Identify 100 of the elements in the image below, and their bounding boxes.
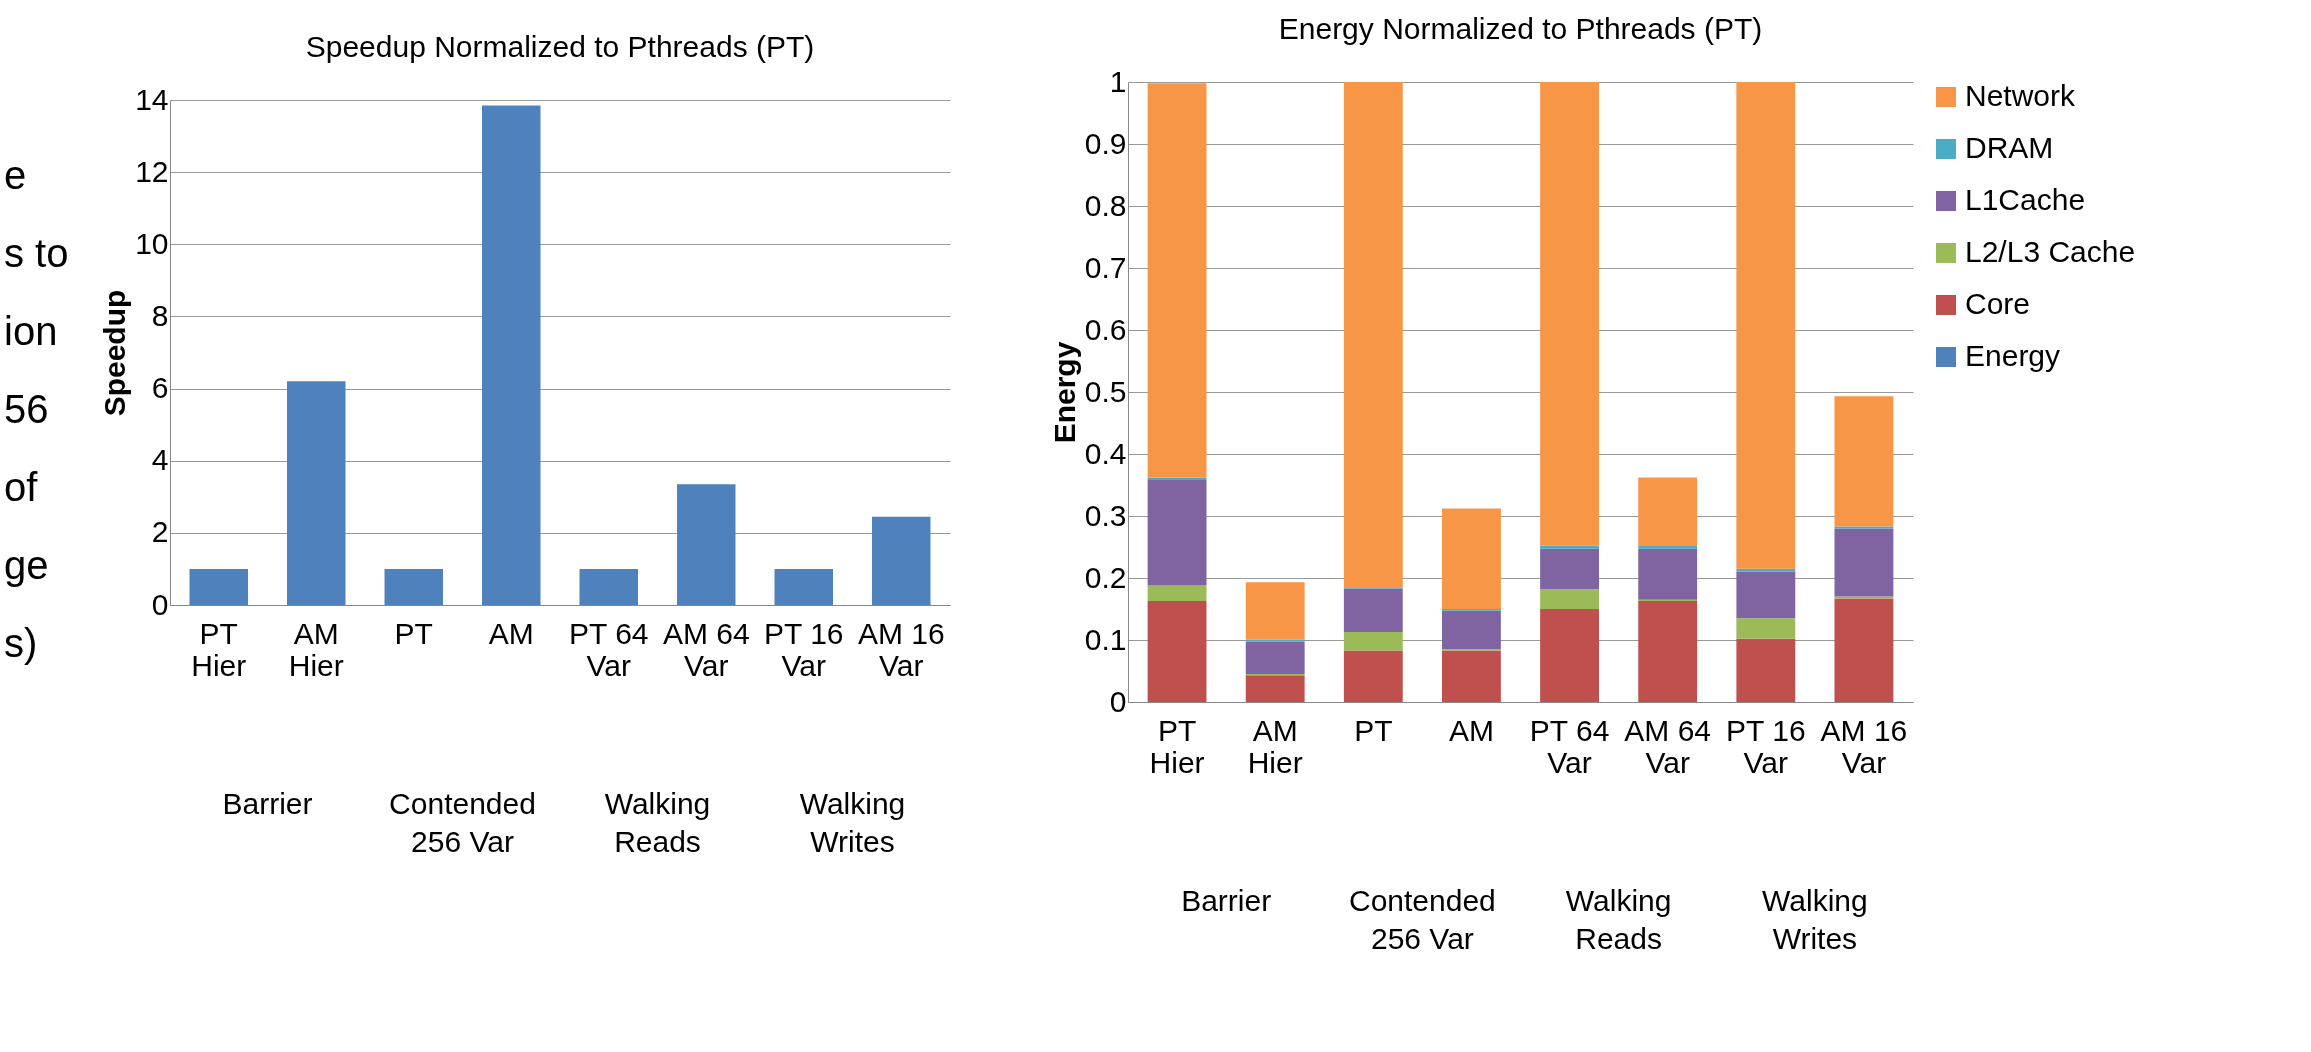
bar: [1834, 396, 1894, 527]
x-tick-label: PT Hier: [191, 616, 247, 682]
bar: [1540, 82, 1599, 546]
bar: [1736, 82, 1796, 569]
bar: [1638, 600, 1698, 702]
y-tick-label: 0.6: [1084, 312, 1127, 346]
text: of: [4, 464, 39, 511]
bar: [1245, 582, 1305, 640]
chart-title: Energy Normalized to Pthreads (PT): [1278, 12, 1763, 45]
bar: [1147, 585, 1207, 601]
text: ion: [4, 308, 59, 355]
bar: [1736, 638, 1796, 702]
x-tick-label: AM 16 Var: [857, 616, 945, 682]
text: s to: [4, 230, 69, 277]
bar: [1638, 477, 1698, 546]
text: Walking Reads: [604, 787, 711, 858]
bar: [1540, 548, 1599, 590]
text: 56: [4, 386, 50, 433]
legend-label: L2/L3 Cache: [1965, 235, 2136, 268]
x-tick-label: PT 16 Var: [1726, 713, 1806, 779]
bar: [1736, 571, 1796, 619]
bar: [189, 568, 248, 605]
y-tick-label: 2: [151, 515, 169, 549]
bar: [1343, 631, 1403, 651]
bar: [1736, 618, 1796, 639]
y-tick-label: 0: [1109, 684, 1127, 718]
x-tick-label: AM Hier: [288, 616, 344, 682]
bar: [1245, 675, 1305, 702]
text: e: [4, 152, 28, 199]
bar: [1442, 610, 1501, 650]
bar: [1540, 589, 1599, 609]
x-tick-label: AM: [488, 616, 534, 650]
y-tick-label: 0.4: [1084, 436, 1127, 470]
y-tick-label: 0.3: [1084, 498, 1127, 532]
y-tick-label: 0.2: [1084, 560, 1127, 594]
x-tick-label: PT 64 Var: [569, 616, 649, 682]
bar: [774, 568, 833, 605]
y-tick-label: 12: [135, 154, 169, 188]
bar: [1638, 548, 1698, 600]
x-tick-label: PT: [394, 616, 433, 650]
text: ge: [4, 542, 50, 589]
text: Contended 256 Var: [1348, 884, 1496, 955]
bar: [1540, 609, 1599, 702]
y-tick-label: 0.7: [1084, 250, 1127, 284]
bar: [1736, 568, 1796, 572]
bar: [1442, 508, 1501, 609]
x-tick-label: AM: [1448, 713, 1494, 747]
y-tick-label: 0.9: [1084, 126, 1127, 160]
bar: [1343, 650, 1403, 702]
x-tick-label: PT 16 Var: [764, 616, 844, 682]
legend-label: DRAM: [1965, 131, 2054, 164]
y-tick-label: 0.8: [1084, 188, 1127, 222]
text: Contended 256 Var: [389, 787, 536, 858]
y-tick-label: 0: [151, 587, 169, 621]
bar: [677, 484, 736, 605]
text: Walking Writes: [799, 787, 906, 858]
bar: [579, 568, 638, 605]
bar: [1147, 480, 1207, 586]
bar: [1442, 650, 1501, 702]
x-tick-label: PT 64 Var: [1529, 713, 1610, 779]
legend-label: Network: [1965, 79, 2077, 112]
bar: [287, 381, 346, 605]
y-tick-label: 0.5: [1084, 374, 1127, 408]
bar: [1147, 83, 1207, 478]
bar: [872, 516, 931, 605]
bar: [1343, 82, 1403, 588]
text: Barrier: [1181, 884, 1272, 917]
y-tick-label: 8: [151, 298, 169, 332]
y-tick-label: 0.1: [1084, 622, 1127, 656]
bar: [384, 568, 443, 605]
y-tick-label: 6: [151, 371, 169, 405]
bar: [1540, 545, 1599, 549]
legend-label: Core: [1965, 287, 2031, 320]
bar: [1147, 600, 1207, 702]
text: Barrier: [222, 787, 313, 820]
bar: [1834, 528, 1894, 597]
bar: [1638, 545, 1698, 549]
x-tick-label: AM 64 Var: [662, 616, 750, 682]
y-tick-label: 4: [151, 443, 169, 477]
legend-label: Energy: [1965, 339, 2061, 372]
y-axis-title: Energy: [1047, 341, 1081, 444]
y-tick-label: 1: [1109, 64, 1127, 98]
text: Walking Reads: [1565, 884, 1672, 955]
bar: [482, 105, 541, 605]
y-tick-label: 10: [135, 226, 169, 260]
x-tick-label: PT: [1354, 713, 1393, 747]
bar: [1834, 598, 1894, 702]
bar: [1343, 588, 1403, 632]
x-tick-label: AM 16 Var: [1820, 713, 1908, 779]
bar: [1245, 641, 1305, 675]
x-tick-label: AM 64 Var: [1624, 713, 1712, 779]
y-tick-label: 14: [135, 82, 169, 116]
bar: [1245, 639, 1305, 642]
chart-title: Speedup Normalized to Pthreads (PT): [305, 30, 815, 63]
x-tick-label: PT Hier: [1149, 713, 1205, 779]
text: s): [4, 620, 39, 667]
legend-label: L1Cache: [1965, 183, 2086, 216]
y-axis-title: Speedup: [98, 289, 132, 417]
text: Walking Writes: [1762, 884, 1868, 955]
x-tick-label: AM Hier: [1247, 713, 1303, 779]
